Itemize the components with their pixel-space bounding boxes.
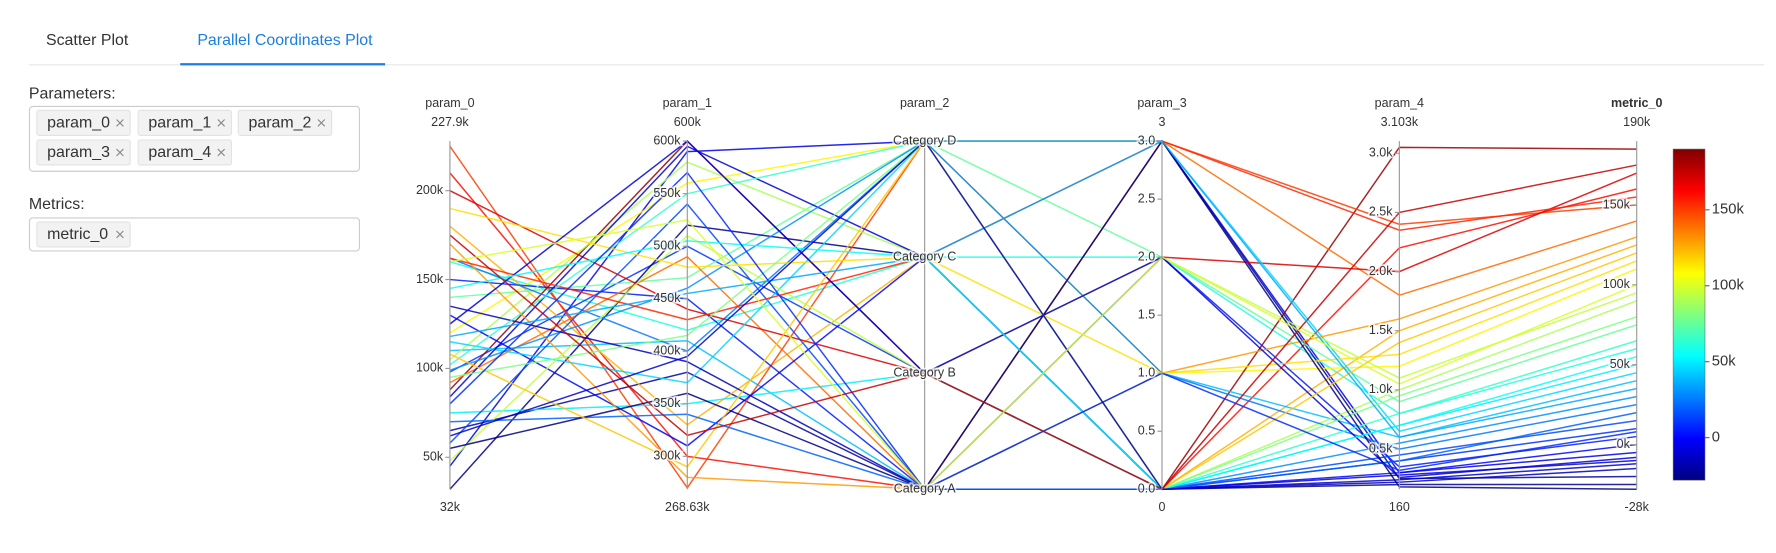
tick-label: 1.5k xyxy=(1369,323,1393,337)
tab-active[interactable]: Parallel Coordinates Plot xyxy=(197,32,373,49)
data-line xyxy=(449,236,1637,491)
chip-bg xyxy=(137,109,233,136)
data-line xyxy=(449,140,1637,403)
axis-title: param_3 xyxy=(1137,96,1186,110)
colorbar xyxy=(1672,148,1706,481)
axis-min: 268.63k xyxy=(665,500,710,514)
axis-max: 190k xyxy=(1623,115,1651,129)
data-line xyxy=(449,164,1637,491)
chip[interactable]: param_0 xyxy=(36,109,131,136)
parallel-plot: param_0 32k 227.9k 50k 100k 150k 200k param_1 26… xyxy=(414,96,1745,514)
chip[interactable]: param_4 xyxy=(137,139,233,166)
data-line xyxy=(449,219,1637,491)
tick-label: 300k xyxy=(653,449,681,463)
parameters-label: Parameters: xyxy=(29,86,116,103)
tick-label: 100k xyxy=(416,361,444,375)
tick-label: 50k xyxy=(423,450,444,464)
colorbar-label: 50k xyxy=(1712,354,1736,370)
axis-max: 3 xyxy=(1159,115,1166,129)
tick-label: 200k xyxy=(416,183,444,197)
metrics-label: Metrics: xyxy=(29,196,85,213)
axis-max: 3.103k xyxy=(1381,115,1419,129)
data-line xyxy=(449,225,1637,491)
category-label: Category D xyxy=(893,133,956,147)
data-line xyxy=(449,140,1637,450)
tick-label: 600k xyxy=(653,133,681,147)
tick-label: 1.0k xyxy=(1369,382,1393,396)
chip-remove[interactable] xyxy=(116,230,124,239)
tick-label: 450k xyxy=(653,291,681,305)
axis-title: param_1 xyxy=(663,96,712,110)
data-line xyxy=(449,139,1637,491)
colorbar-label: 100k xyxy=(1712,278,1745,294)
axis-title: param_2 xyxy=(900,96,949,110)
axis-min: -28k xyxy=(1625,500,1650,514)
chip[interactable]: metric_0 xyxy=(36,221,131,248)
tick-label: 3.0k xyxy=(1369,146,1393,160)
tick-label: 150k xyxy=(416,272,444,286)
axis-title: param_0 xyxy=(425,96,474,110)
tick-label: 50k xyxy=(1610,357,1631,371)
lines xyxy=(449,139,1637,491)
chip-bg xyxy=(36,139,131,166)
chip-label: metric_0 xyxy=(47,226,108,243)
tick-label: 0.5k xyxy=(1369,441,1393,455)
tick-label: 350k xyxy=(653,396,681,410)
chip-remove[interactable] xyxy=(217,148,226,157)
axis-max: 600k xyxy=(674,115,702,129)
category-label: Category A xyxy=(894,482,957,496)
data-line xyxy=(449,256,1637,415)
chip[interactable]: param_1 xyxy=(137,109,233,136)
chip[interactable]: param_3 xyxy=(36,139,131,166)
tick-label: 500k xyxy=(653,238,681,252)
data-line xyxy=(449,411,1637,491)
axis-max: 227.9k xyxy=(431,115,469,129)
tick-label: 3.0 xyxy=(1138,133,1155,147)
axis-min: 160 xyxy=(1389,500,1410,514)
colorbar-label: 150k xyxy=(1712,202,1745,218)
data-line xyxy=(449,140,1637,433)
chip[interactable]: param_2 xyxy=(237,109,333,136)
category-label: Category B xyxy=(893,366,956,380)
tick-label: 0k xyxy=(1617,437,1631,451)
tick-label: 0.5 xyxy=(1138,424,1155,438)
data-line xyxy=(449,140,1637,439)
tick-label: 550k xyxy=(653,186,681,200)
tick-label: 1.5 xyxy=(1138,307,1155,321)
tick-label: 2.5k xyxy=(1369,205,1393,219)
chips: param_0 param_1 param_2 param_3 param_4metri… xyxy=(36,109,333,248)
axis-title: param_4 xyxy=(1375,96,1424,110)
chip-remove[interactable] xyxy=(317,119,326,127)
tick-label: 2.5 xyxy=(1138,191,1155,205)
axis-min: 32k xyxy=(440,500,461,514)
tab[interactable]: Scatter Plot xyxy=(46,32,129,49)
tick-label: 1.0 xyxy=(1138,366,1155,380)
data-line xyxy=(449,363,1637,491)
colorbar-label: 0 xyxy=(1712,430,1720,446)
axis-min: 0 xyxy=(1159,500,1166,514)
axis-title: metric_0 xyxy=(1611,96,1662,110)
chip-label: param_4 xyxy=(148,144,211,161)
chip-remove[interactable] xyxy=(217,119,226,127)
category-label: Category C xyxy=(893,249,956,263)
chip-bg xyxy=(36,109,131,136)
data-line xyxy=(449,161,1637,491)
tick-label: 2.0k xyxy=(1369,264,1393,278)
tick-label: 2.0 xyxy=(1138,249,1155,263)
chip-label: param_3 xyxy=(47,144,110,161)
chip-remove[interactable] xyxy=(116,148,124,157)
tick-label: 0.0 xyxy=(1138,482,1155,496)
chip-remove[interactable] xyxy=(116,119,124,127)
tick-label: 100k xyxy=(1603,277,1631,291)
chip-bg xyxy=(237,109,333,136)
chip-bg xyxy=(36,221,131,248)
tick-label: 150k xyxy=(1603,197,1631,211)
chip-bg xyxy=(137,139,233,166)
tick-label: 400k xyxy=(653,344,681,358)
chip-label: param_2 xyxy=(249,115,312,132)
chip-label: param_1 xyxy=(148,115,211,132)
chip-label: param_0 xyxy=(47,115,110,132)
